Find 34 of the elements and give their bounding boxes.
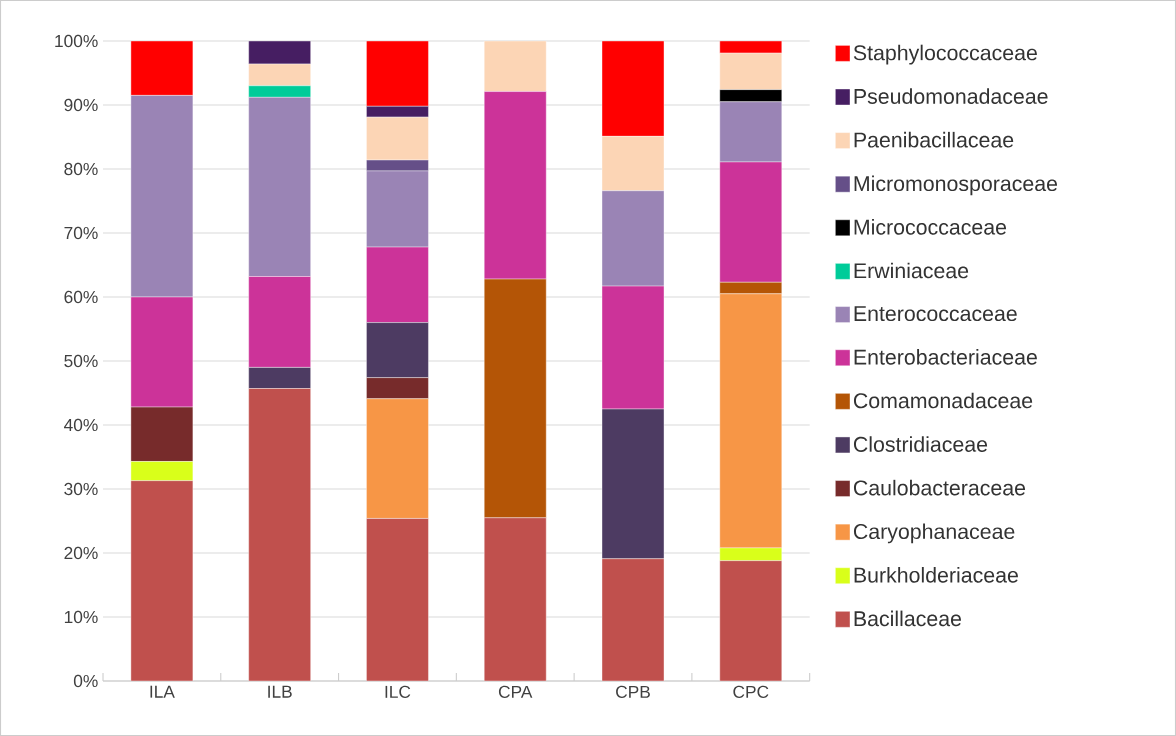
legend-label: Staphylococcaceae: [853, 44, 1037, 65]
legend-label: Paenibacillaceae: [854, 131, 1014, 148]
legend-label: Enterococcaceae: [854, 306, 1017, 322]
legend-label: Caulobacteraceae: [853, 479, 1026, 496]
legend-label: Erwiniaceae: [854, 262, 969, 279]
legend-label: Caryophanaceae: [853, 523, 1015, 544]
legend-label: Micromonosporaceae: [854, 175, 1058, 196]
y-tick-label: 30%: [64, 482, 98, 496]
y-tick-label: 80%: [64, 162, 98, 176]
legend-label: Enterobacteriaceae: [854, 349, 1037, 365]
bar: [130, 41, 194, 96]
y-tick-label: 100%: [55, 34, 98, 48]
bar: [601, 41, 665, 137]
y-tick-label: 40%: [64, 418, 98, 432]
y-tick-label: 20%: [64, 546, 98, 560]
legend-label: Pseudomonadaceae: [854, 88, 1048, 104]
y-tick-label: 10%: [64, 610, 98, 624]
x-tick-label: ILC: [385, 685, 411, 698]
x-tick-label: CPC: [733, 685, 769, 698]
legend-label: Clostridiaceae: [853, 436, 988, 452]
y-tick-label: 60%: [64, 290, 98, 304]
legend-label: Bacillaceae: [854, 610, 962, 627]
x-tick-label: ILB: [268, 685, 292, 698]
legend-label: Burkholderiaceae: [854, 567, 1018, 583]
x-tick-label: CPB: [616, 685, 650, 698]
y-tick-label: 90%: [64, 98, 98, 112]
legend-label: Comamonadaceae: [853, 392, 1033, 409]
x-tick-label: CPA: [498, 685, 533, 698]
legend-label: Micrococcaceae: [854, 219, 1007, 235]
y-tick-label: 70%: [64, 226, 98, 240]
x-tick-label: ILA: [150, 685, 175, 698]
y-tick-label: 50%: [64, 354, 98, 368]
y-tick-label: 0%: [73, 674, 98, 688]
bar: [366, 41, 429, 107]
